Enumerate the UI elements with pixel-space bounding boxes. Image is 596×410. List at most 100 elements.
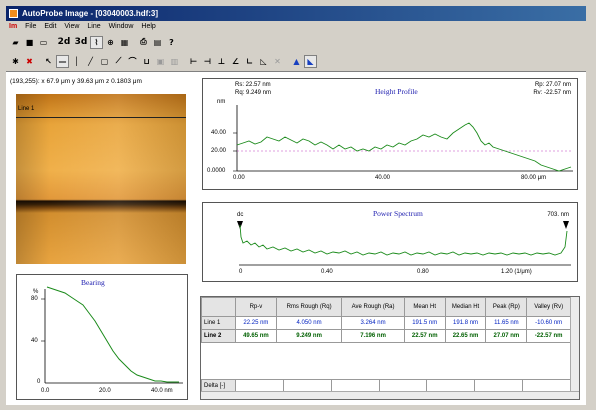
roughness-table: Rp-v Rms Rough (Rq) Ave Rough (Ra) Mean … (200, 296, 580, 400)
free-line-icon[interactable]: ╱ (84, 54, 97, 68)
col-rms-rough[interactable]: Rms Rough (Rq) (275, 297, 343, 317)
main-toolbar: ▰ ■ ▭ 2d 3d ⌇ ⊕ ▦ ⎙ ▤ ? (6, 34, 178, 50)
angle-icon[interactable]: ∠ (229, 54, 242, 68)
rectangle-icon[interactable]: ▢ (98, 54, 111, 68)
bearing-tool-icon[interactable]: ◣ (304, 54, 317, 68)
print-icon[interactable]: ⎙ (137, 35, 150, 49)
bearing-y-tick-0: 0 (37, 379, 41, 385)
step-icon[interactable]: ⊔ (140, 54, 153, 68)
area-icon[interactable]: ◺ (257, 54, 270, 68)
profile-view-icon[interactable]: ⌇ (90, 35, 103, 49)
marker-icon[interactable]: ✱ (9, 54, 22, 68)
menu-file[interactable]: File (25, 23, 37, 30)
table-cell: 9.249 nm (275, 329, 343, 343)
col-rpv[interactable]: Rp-v (235, 297, 277, 317)
power-spectrum-plot (237, 221, 571, 266)
spectrum-right-label: 703. nm (547, 212, 569, 218)
print-preview-icon[interactable]: ▤ (151, 35, 164, 49)
menu-help[interactable]: Help (141, 23, 156, 30)
table-horizontal-scrollbar[interactable] (201, 391, 579, 399)
profile-stat-rv: Rv: -22.57 nm (533, 90, 571, 96)
power-spectrum-trace (239, 224, 568, 256)
table-cell: 22.65 nm (444, 329, 487, 343)
col-valley[interactable]: Valley (Rv) (526, 297, 571, 317)
bearing-x-tick-20: 20.0 (99, 388, 111, 394)
bearing-panel: Bearing % 80 40 0 0.0 20.0 40.0 nm (16, 274, 188, 400)
col-ave-rough[interactable]: Ave Rough (Ra) (341, 297, 405, 317)
height-icon[interactable]: ⊥ (215, 54, 228, 68)
window-title: AutoProbe Image - [03040003.hdf:3] (22, 9, 159, 18)
afm-scan-image[interactable]: Line 1 (16, 94, 186, 264)
spectrum-x-tick-040: 0.40 (321, 269, 333, 275)
spectrum-right-cursor[interactable] (563, 221, 569, 229)
profile-y-tick-0: 0.0000 (207, 168, 226, 174)
height-profile-plot (233, 105, 573, 172)
menu-bar: Im File Edit View Line Window Help (6, 21, 586, 33)
view-2d-button[interactable]: 2d (56, 35, 72, 49)
table-cell: 3.264 nm (341, 316, 405, 330)
menu-line[interactable]: Line (87, 23, 101, 30)
profile-stat-rs: Rs: 22.57 nm (235, 82, 271, 88)
bearing-curve (46, 286, 179, 383)
col-peak[interactable]: Peak (Rp) (485, 297, 528, 317)
height-profile-trace (236, 122, 572, 172)
zoom-icon[interactable]: ⊕ (104, 35, 117, 49)
row-label: Line 1 (201, 316, 236, 330)
table-row[interactable]: Line 2 49.65 nm 9.249 nm 7.196 nm 22.57 … (201, 329, 571, 343)
table-row[interactable]: Line 1 22.25 nm 4.050 nm 3.264 nm 191.5 … (201, 316, 571, 330)
horizontal-line-icon[interactable]: — (56, 54, 69, 68)
spectrum-dc-label: dc (237, 212, 244, 218)
corner-icon[interactable]: ∟ (243, 54, 256, 68)
col-mean-ht[interactable]: Mean Ht (403, 297, 446, 317)
analysis-toolbar: ✱ ✖ ↖ — │ ╱ ▢ ⟋ ⌒ ⊔ ▣ ▥ ⊢ ⊣ ⊥ ∠ ∟ ◺ ✕ ▲ … (6, 53, 317, 69)
open-icon[interactable]: ▰ (9, 35, 22, 49)
disabled-tool-icon: ▣ (154, 54, 167, 68)
height-profile-panel: Rs: 22.57 nm Rq: 9.249 nm Rp: 27.07 nm R… (202, 78, 578, 190)
table-cell: -10.60 nm (526, 316, 571, 330)
table-cell: 11.65 nm (485, 316, 528, 330)
level-icon[interactable]: ⊣ (201, 54, 214, 68)
clear-marker-icon[interactable]: ✖ (23, 54, 36, 68)
table-cell: 49.65 nm (235, 329, 277, 343)
vertical-line-icon[interactable]: │ (70, 54, 83, 68)
table-vertical-scrollbar[interactable] (570, 297, 579, 393)
copy-icon[interactable]: ▭ (37, 35, 50, 49)
spectrum-x-tick-0: 0 (239, 269, 243, 275)
delta-label: Delta [-] (201, 379, 236, 393)
grid-icon[interactable]: ▦ (118, 35, 131, 49)
height-profile-title: Height Profile (375, 87, 418, 96)
mountain-icon[interactable]: ▲ (290, 54, 303, 68)
app-icon (9, 9, 18, 18)
bearing-title: Bearing (81, 278, 105, 287)
view-3d-button[interactable]: 3d (73, 35, 89, 49)
spectrum-x-tick-120: 1.20 (1/μm) (501, 269, 532, 275)
profile-stat-rp: Rp: 27.07 nm (534, 82, 571, 88)
menu-edit[interactable]: Edit (44, 23, 57, 30)
profile-x-tick-0: 0.00 (233, 175, 245, 181)
menu-view[interactable]: View (64, 23, 80, 30)
profile-line-marker[interactable] (16, 117, 186, 118)
arc-icon[interactable]: ⌒ (126, 54, 139, 68)
table-cell: 27.07 nm (485, 329, 528, 343)
table-cell: 191.8 nm (444, 316, 487, 330)
spectrum-x-tick-080: 0.80 (417, 269, 429, 275)
save-icon[interactable]: ■ (23, 35, 36, 49)
profile-y-tick-40: 40.00 (211, 130, 227, 136)
delete-icon[interactable]: ✕ (271, 54, 284, 68)
bearing-y-tick-80: 80 (31, 296, 38, 302)
slash-icon[interactable]: ⟋ (112, 54, 125, 68)
bearing-x-tick-40: 40.0 nm (151, 388, 173, 394)
help-icon[interactable]: ? (165, 35, 178, 49)
col-median-ht[interactable]: Median Ht (444, 297, 487, 317)
profile-y-unit: nm (217, 99, 226, 105)
menu-logo[interactable]: Im (9, 23, 18, 30)
pointer-icon[interactable]: ↖ (42, 54, 55, 68)
power-spectrum-panel: Power Spectrum dc 703. nm 0 0.40 0.80 1.… (202, 202, 578, 282)
line-label: Line 1 (18, 106, 35, 112)
menu-window[interactable]: Window (108, 23, 134, 30)
cursor-coordinates: (193,255): x 67.9 μm y 39.63 μm z 0.1803… (10, 78, 142, 85)
corner-header-cell (201, 297, 236, 317)
profile-x-tick-80: 80.00 μm (521, 175, 547, 181)
bearing-x-tick-0: 0.0 (41, 388, 50, 394)
cursor-pair-icon[interactable]: ⊢ (187, 54, 200, 68)
